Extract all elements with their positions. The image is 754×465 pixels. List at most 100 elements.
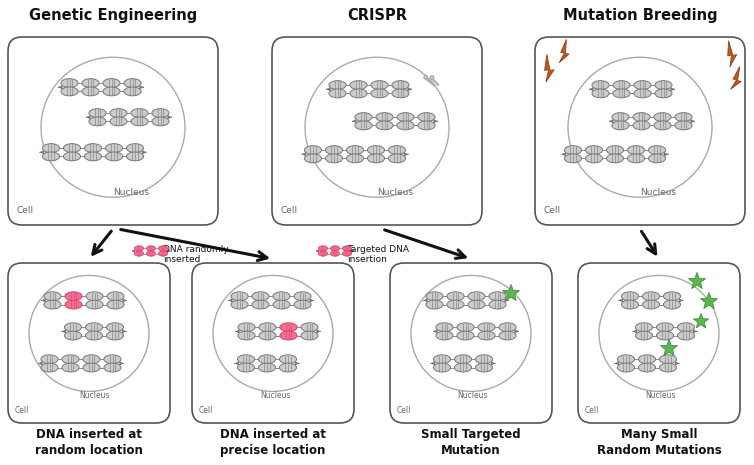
Ellipse shape	[305, 154, 321, 163]
Ellipse shape	[592, 80, 609, 89]
Ellipse shape	[305, 146, 321, 154]
Ellipse shape	[106, 323, 124, 332]
Ellipse shape	[106, 144, 123, 153]
Ellipse shape	[350, 80, 367, 89]
Ellipse shape	[618, 355, 635, 364]
Ellipse shape	[436, 323, 453, 332]
Ellipse shape	[627, 146, 645, 154]
Ellipse shape	[61, 87, 78, 96]
Ellipse shape	[89, 117, 106, 126]
Ellipse shape	[231, 300, 248, 309]
Ellipse shape	[65, 292, 82, 301]
FancyBboxPatch shape	[192, 263, 354, 423]
Ellipse shape	[633, 113, 650, 121]
Text: Cell: Cell	[15, 406, 29, 415]
Ellipse shape	[273, 292, 290, 301]
Ellipse shape	[42, 152, 60, 161]
Ellipse shape	[62, 355, 79, 364]
Ellipse shape	[675, 113, 692, 121]
Ellipse shape	[158, 246, 167, 251]
Ellipse shape	[301, 331, 318, 340]
Ellipse shape	[355, 113, 372, 121]
Ellipse shape	[294, 300, 311, 309]
Ellipse shape	[104, 355, 121, 364]
Ellipse shape	[621, 292, 639, 301]
Ellipse shape	[675, 121, 692, 130]
Text: Targeted DNA
insertion: Targeted DNA insertion	[347, 245, 409, 265]
Ellipse shape	[592, 89, 609, 98]
Ellipse shape	[639, 355, 655, 364]
Polygon shape	[694, 313, 709, 328]
Ellipse shape	[252, 300, 269, 309]
Ellipse shape	[606, 146, 624, 154]
Ellipse shape	[301, 323, 318, 332]
Ellipse shape	[273, 300, 290, 309]
Ellipse shape	[158, 251, 167, 256]
Ellipse shape	[280, 323, 297, 332]
Ellipse shape	[213, 275, 333, 392]
Ellipse shape	[655, 89, 672, 98]
Ellipse shape	[29, 275, 149, 392]
Ellipse shape	[648, 146, 666, 154]
Ellipse shape	[585, 154, 602, 163]
Text: Nucleus: Nucleus	[645, 391, 676, 400]
Ellipse shape	[330, 251, 339, 256]
Ellipse shape	[612, 121, 629, 130]
Ellipse shape	[259, 331, 276, 340]
Ellipse shape	[330, 246, 339, 251]
Ellipse shape	[565, 146, 581, 154]
Ellipse shape	[677, 331, 694, 340]
Text: Nucleus: Nucleus	[78, 391, 109, 400]
Text: Cell: Cell	[199, 406, 213, 415]
Ellipse shape	[627, 154, 645, 163]
Ellipse shape	[127, 152, 143, 161]
Ellipse shape	[131, 117, 148, 126]
Ellipse shape	[238, 331, 255, 340]
Ellipse shape	[431, 76, 434, 79]
Ellipse shape	[238, 323, 255, 332]
Ellipse shape	[655, 80, 672, 89]
Ellipse shape	[152, 109, 169, 118]
Ellipse shape	[455, 363, 471, 372]
Ellipse shape	[238, 355, 255, 364]
FancyBboxPatch shape	[8, 263, 170, 423]
Ellipse shape	[131, 109, 148, 118]
Ellipse shape	[346, 154, 363, 163]
Ellipse shape	[468, 292, 485, 301]
Ellipse shape	[418, 113, 435, 121]
Ellipse shape	[44, 300, 61, 309]
Ellipse shape	[367, 154, 385, 163]
Ellipse shape	[84, 152, 102, 161]
Ellipse shape	[355, 121, 372, 130]
Ellipse shape	[63, 152, 81, 161]
Polygon shape	[728, 41, 737, 67]
Ellipse shape	[318, 246, 327, 251]
Ellipse shape	[280, 331, 297, 340]
Ellipse shape	[84, 144, 102, 153]
Ellipse shape	[476, 363, 492, 372]
Text: Nucleus: Nucleus	[640, 188, 676, 197]
Ellipse shape	[350, 89, 367, 98]
Polygon shape	[544, 54, 554, 82]
Text: DNA inserted at
random location: DNA inserted at random location	[35, 428, 143, 457]
Ellipse shape	[305, 57, 449, 197]
Ellipse shape	[146, 246, 155, 251]
Ellipse shape	[468, 300, 485, 309]
Ellipse shape	[434, 363, 451, 372]
Ellipse shape	[342, 251, 351, 256]
Ellipse shape	[346, 146, 363, 154]
Ellipse shape	[634, 80, 651, 89]
Ellipse shape	[392, 80, 409, 89]
Text: Cell: Cell	[585, 406, 599, 415]
Ellipse shape	[585, 146, 602, 154]
Ellipse shape	[457, 331, 474, 340]
Ellipse shape	[86, 292, 103, 301]
Ellipse shape	[636, 323, 652, 332]
Ellipse shape	[342, 246, 351, 251]
Polygon shape	[502, 285, 520, 301]
Ellipse shape	[642, 300, 660, 309]
Ellipse shape	[106, 331, 124, 340]
Ellipse shape	[376, 121, 393, 130]
Ellipse shape	[606, 154, 624, 163]
Ellipse shape	[89, 109, 106, 118]
